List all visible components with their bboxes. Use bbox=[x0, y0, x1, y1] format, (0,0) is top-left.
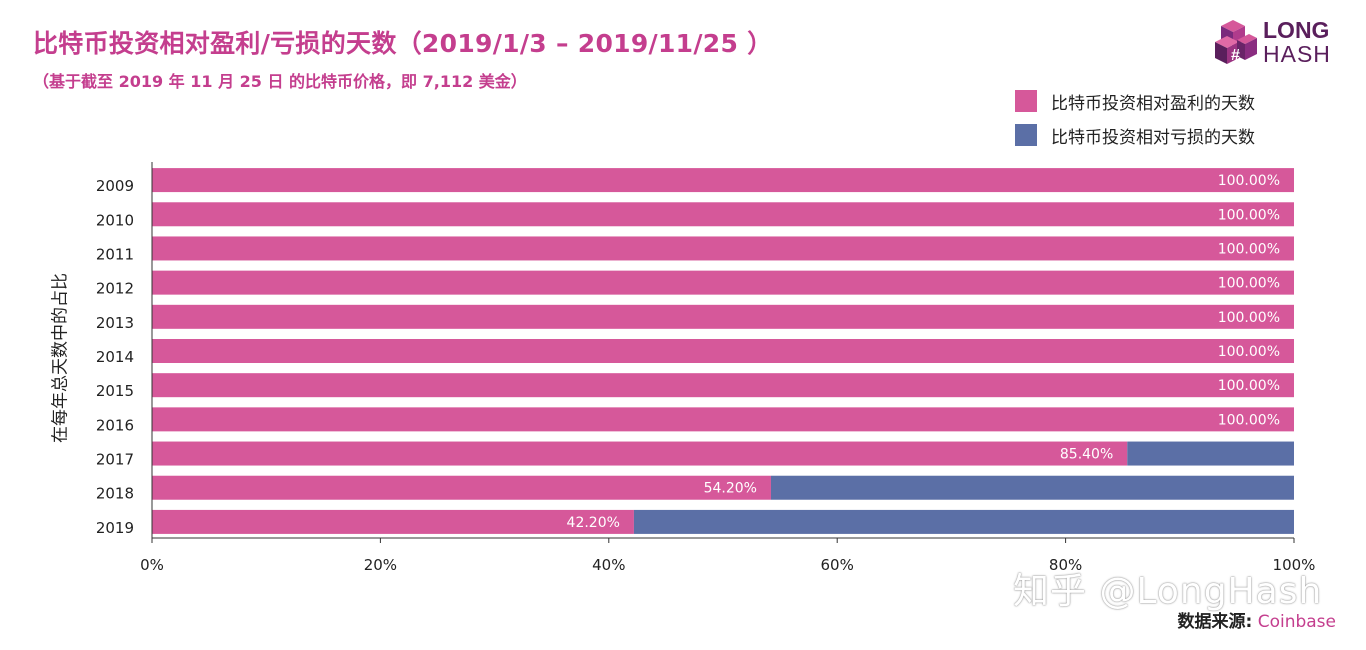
legend-label-profit: 比特币投资相对盈利的天数 bbox=[1051, 93, 1255, 114]
y-tick-label-2010: 2010 bbox=[96, 211, 134, 229]
data-label-2015: 100.00% bbox=[1218, 378, 1280, 394]
bar-2019-profit bbox=[152, 509, 634, 534]
data-label-2010: 100.00% bbox=[1218, 207, 1280, 223]
bar-2017-loss bbox=[1127, 441, 1294, 466]
x-tick-label-80: 80% bbox=[1049, 556, 1082, 574]
chart-legend: 比特币投资相对盈利的天数 比特币投资相对亏损的天数 bbox=[1015, 84, 1255, 152]
data-label-2018: 54.20% bbox=[704, 481, 757, 497]
legend-swatch-loss bbox=[1015, 124, 1037, 146]
data-label-2016: 100.00% bbox=[1218, 412, 1280, 428]
bar-2016-profit bbox=[152, 407, 1294, 432]
y-tick-label-2015: 2015 bbox=[96, 382, 134, 400]
chart-subtitle: （基于截至 2019 年 11 月 25 日 的比特币价格，即 7,112 美金… bbox=[33, 72, 527, 91]
y-tick-label-2011: 2011 bbox=[96, 245, 134, 263]
source-label: 数据来源: bbox=[1177, 612, 1253, 632]
data-label-2013: 100.00% bbox=[1218, 310, 1280, 326]
logo-line-2: HASH bbox=[1263, 41, 1331, 67]
data-label-2009: 100.00% bbox=[1218, 173, 1280, 189]
data-label-2011: 100.00% bbox=[1218, 241, 1280, 257]
bar-2012-profit bbox=[152, 270, 1294, 295]
logo-wordmark: LONG HASH bbox=[1263, 18, 1331, 66]
legend-swatch-profit bbox=[1015, 90, 1037, 112]
x-tick-label-40: 40% bbox=[592, 556, 625, 574]
data-label-2014: 100.00% bbox=[1218, 344, 1280, 360]
legend-label-loss: 比特币投资相对亏损的天数 bbox=[1051, 127, 1255, 148]
y-tick-label-2017: 2017 bbox=[96, 451, 134, 469]
source-value: Coinbase bbox=[1257, 612, 1336, 632]
source-note: 数据来源: Coinbase bbox=[1177, 607, 1336, 632]
bar-2017-profit bbox=[152, 441, 1128, 466]
y-tick-label-2009: 2009 bbox=[96, 177, 134, 195]
y-tick-label-2012: 2012 bbox=[96, 280, 134, 298]
data-label-2019: 42.20% bbox=[567, 515, 620, 531]
logo-line-1: LONG bbox=[1263, 17, 1330, 43]
x-tick-label-60: 60% bbox=[821, 556, 854, 574]
legend-item-profit: 比特币投资相对盈利的天数 bbox=[1015, 84, 1255, 118]
bar-2019-loss bbox=[633, 509, 1294, 534]
legend-item-loss: 比特币投资相对亏损的天数 bbox=[1015, 118, 1255, 152]
bar-2009-profit bbox=[152, 168, 1294, 193]
x-tick-label-20: 20% bbox=[364, 556, 397, 574]
watermark: 知乎 @LongHash bbox=[1013, 571, 1323, 612]
bar-2011-profit bbox=[152, 236, 1294, 261]
bar-2018-profit bbox=[152, 475, 771, 500]
y-tick-label-2018: 2018 bbox=[96, 485, 134, 503]
data-label-2017: 85.40% bbox=[1060, 447, 1113, 463]
chart-title: 比特币投资相对盈利/亏损的天数（2019/1/3 – 2019/11/25 ） bbox=[33, 29, 773, 58]
y-tick-label-2016: 2016 bbox=[96, 416, 134, 434]
bar-2015-profit bbox=[152, 373, 1294, 398]
y-tick-label-2013: 2013 bbox=[96, 314, 134, 332]
bar-2010-profit bbox=[152, 202, 1294, 227]
x-tick-label-100: 100% bbox=[1273, 556, 1316, 574]
bar-2018-loss bbox=[770, 475, 1294, 500]
bar-2013-profit bbox=[152, 304, 1294, 329]
cube-hash-icon: # bbox=[1215, 20, 1257, 64]
y-tick-label-2019: 2019 bbox=[96, 519, 134, 537]
y-tick-label-2014: 2014 bbox=[96, 348, 134, 366]
bar-2014-profit bbox=[152, 339, 1294, 363]
data-label-2012: 100.00% bbox=[1218, 276, 1280, 292]
svg-text:#: # bbox=[1231, 47, 1240, 64]
longhash-logo: # LONG HASH bbox=[1213, 18, 1343, 68]
x-tick-label-0: 0% bbox=[140, 556, 164, 574]
